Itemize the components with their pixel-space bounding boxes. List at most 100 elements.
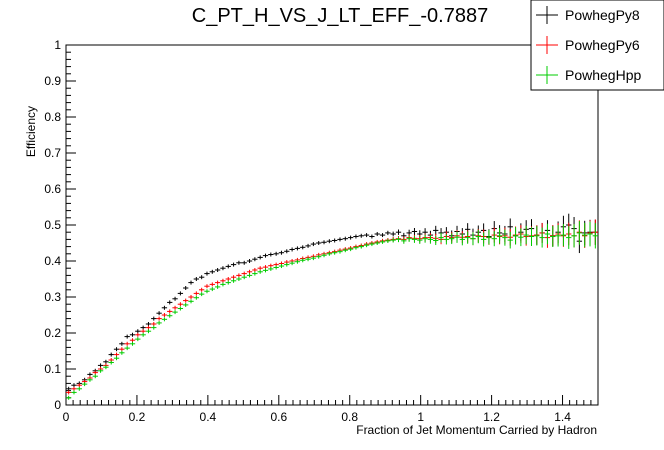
data-point <box>172 310 178 315</box>
data-point <box>300 258 306 263</box>
data-point <box>262 268 269 273</box>
data-point <box>390 237 396 243</box>
chart-title: C_PT_H_VS_J_LT_EFF_-0.7887 <box>192 5 488 27</box>
legend-entry: PowhegHpp <box>536 66 641 84</box>
data-point <box>151 325 157 330</box>
legend-label: PowhegHpp <box>565 67 641 83</box>
data-point <box>151 316 157 321</box>
data-point <box>316 241 322 245</box>
y-tick-label: 0.6 <box>44 182 61 196</box>
y-tick-label: 0.5 <box>44 218 61 232</box>
data-point <box>199 275 205 280</box>
data-point <box>81 382 88 387</box>
data-point <box>342 236 348 241</box>
data-point <box>592 223 598 249</box>
data-point <box>177 302 184 307</box>
data-point <box>465 231 471 244</box>
data-point <box>438 232 444 243</box>
y-tick-label: 0.8 <box>44 110 61 124</box>
data-point <box>582 222 588 248</box>
data-point <box>140 329 146 334</box>
data-point <box>427 235 434 244</box>
data-point <box>305 243 311 248</box>
data-point <box>284 262 290 267</box>
data-point <box>236 273 242 278</box>
data-point <box>145 325 152 330</box>
data-point <box>411 235 418 243</box>
data-point <box>66 395 72 400</box>
x-tick-label: 0.2 <box>129 410 146 424</box>
data-point <box>401 237 407 244</box>
data-point <box>199 292 205 297</box>
legend: PowhegPy8 PowhegPy6 PowhegHpp <box>530 0 664 91</box>
data-point <box>87 372 93 377</box>
x-tick-label: 1.4 <box>554 410 571 424</box>
data-point <box>241 275 247 280</box>
data-point <box>220 282 226 287</box>
data-point <box>374 232 380 236</box>
data-point <box>135 332 141 337</box>
data-point <box>310 256 317 261</box>
data-point <box>550 226 556 248</box>
data-point <box>113 347 120 352</box>
x-tick-label: 0.8 <box>341 410 358 424</box>
data-point <box>225 280 231 285</box>
data-point <box>241 260 247 265</box>
data-point <box>326 239 332 244</box>
x-axis-title: Fraction of Jet Momentum Carried by Hadr… <box>356 423 597 437</box>
data-point <box>454 231 460 243</box>
data-point <box>76 386 82 391</box>
data-point <box>528 227 535 246</box>
data-point <box>66 386 72 391</box>
y-tick-label: 0.3 <box>44 290 61 304</box>
data-point <box>204 271 210 276</box>
data-point <box>273 265 279 270</box>
data-point <box>214 284 221 289</box>
data-point <box>124 346 130 351</box>
data-point <box>512 227 519 245</box>
data-point <box>124 334 130 339</box>
data-point <box>246 273 253 278</box>
data-point <box>119 347 125 352</box>
data-point <box>433 225 439 235</box>
data-point <box>183 302 189 307</box>
data-point <box>321 240 327 245</box>
data-point <box>321 253 327 258</box>
legend-label: PowhegPy8 <box>565 7 640 23</box>
data-point <box>587 221 593 247</box>
data-point <box>294 259 301 264</box>
data-point <box>92 374 98 379</box>
data-point <box>246 259 253 263</box>
data-point <box>369 234 375 239</box>
data-point <box>209 287 215 292</box>
data-point <box>417 236 423 244</box>
data-point <box>305 257 311 262</box>
data-point <box>337 237 343 242</box>
data-point <box>145 329 152 334</box>
data-point <box>183 298 189 303</box>
data-point <box>92 370 98 375</box>
data-point <box>560 224 567 247</box>
data-point <box>374 241 380 245</box>
data-point <box>332 238 338 243</box>
data-point <box>353 234 359 239</box>
data-point <box>379 239 386 244</box>
data-point <box>268 252 274 257</box>
data-point <box>316 254 322 259</box>
x-tick-label: 0.6 <box>270 410 287 424</box>
data-point <box>347 247 354 252</box>
data-point <box>459 233 465 246</box>
data-point <box>103 365 109 370</box>
x-tick-label: 1.2 <box>483 410 500 424</box>
data-point <box>71 383 77 388</box>
data-point <box>566 226 572 249</box>
legend-label: PowhegPy6 <box>565 37 640 53</box>
data-point <box>278 264 285 269</box>
data-point <box>347 235 354 240</box>
data-point <box>379 233 386 238</box>
data-point <box>220 278 226 283</box>
data-point <box>236 277 242 281</box>
data-point <box>571 224 577 248</box>
x-tick-label: 0.4 <box>200 410 217 424</box>
